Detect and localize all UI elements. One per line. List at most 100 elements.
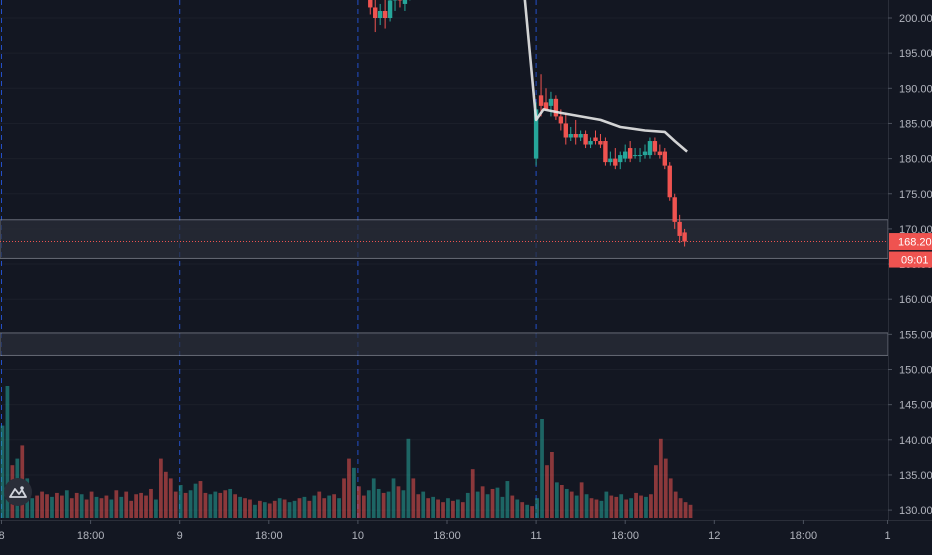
candle-body [578,134,582,138]
volume-bar [139,493,143,518]
volume-bar [416,494,420,518]
zone-rectangle[interactable] [0,220,888,259]
volume-bar [129,501,133,518]
volume-bar [609,496,613,518]
volume-bar [154,500,158,518]
volume-bar [684,502,688,518]
volume-bar [411,478,415,518]
volume-bar [679,498,683,518]
candle-body [673,197,677,222]
volume-bar [253,505,257,518]
volume-bar [362,496,366,518]
volume-bar [169,478,173,518]
volume-bar [238,497,242,518]
price-tick-label: 175.00 [899,189,932,201]
volume-bar [189,490,193,518]
volume-bar [124,492,128,518]
volume-bar [337,498,341,518]
volume-bar [149,489,153,518]
volume-bar [327,496,331,518]
time-tick-label: 18:00 [611,530,639,542]
candle-body [638,155,642,156]
tradingview-logo-icon[interactable] [4,478,32,506]
candle-body [598,141,602,145]
volume-bar [659,439,663,518]
volume-bar [649,494,653,518]
volume-bar [619,494,623,518]
candle-body [574,134,578,138]
volume-bar [515,500,519,518]
volume-bar [70,498,74,518]
candle-body [564,123,568,137]
volume-bar [510,496,514,518]
candle-body [588,141,592,145]
price-tick-label: 185.00 [899,118,932,130]
candle-body [643,152,647,156]
volume-bar [451,501,455,518]
candle-body [583,134,587,145]
volume-bar [65,490,69,518]
volume-bar [174,492,178,518]
volume-bar [580,482,584,518]
volume-bar [570,492,574,518]
volume-bar [243,498,247,518]
volume-bar [530,506,534,518]
volume-bar [496,488,500,518]
volume-bar [471,469,475,518]
volume-bar [159,459,163,518]
volume-bar [585,494,589,518]
volume-bar [372,478,376,518]
candle-body [682,232,686,241]
volume-bar [85,500,89,518]
volume-bar [614,497,618,518]
volume-bar [639,496,643,518]
volume-bar [605,492,609,518]
candle-body [368,0,372,7]
candle-body [593,138,597,142]
zone-rectangle[interactable] [0,333,888,355]
volume-bar [1,426,5,518]
candle-body [618,155,622,162]
price-tick-label: 150.00 [899,365,932,377]
volume-bar [407,439,411,518]
volume-bar [35,496,39,518]
volume-bar [194,484,198,518]
time-tick-label: 11 [530,530,541,542]
volume-bar [461,502,465,518]
volume-bar [476,492,480,518]
volume-bar [357,486,361,518]
volume-bar [629,498,633,518]
volume-bar [228,489,232,518]
last-price-label: 168.20 [898,237,932,249]
volume-bar [45,494,49,518]
volume-bar [55,493,59,518]
candle-body [668,166,672,198]
volume-bar [268,503,272,518]
candle-body [663,152,667,166]
volume-bar [273,501,277,518]
time-tick-label: 12 [708,530,720,542]
volume-bar [293,501,297,518]
candle-body [608,159,612,163]
candle-body [378,11,382,18]
volume-bar [441,502,445,518]
volume-bar [278,498,282,518]
volume-bar [654,465,658,518]
volume-bar [634,493,638,518]
price-axis[interactable]: 130.00135.00140.00145.00150.00155.00160.… [888,0,932,550]
volume-bar [402,490,406,518]
volume-bar [501,497,505,518]
candle-body [628,148,632,159]
volume-bar [377,489,381,518]
volume-bar [431,497,435,518]
volume-bar [134,494,138,518]
candle-body [653,141,657,152]
volume-bar [50,497,54,518]
volume-bar [40,492,44,518]
volume-bar [105,496,109,518]
volume-bar [644,497,648,518]
volume-bar [75,493,79,518]
